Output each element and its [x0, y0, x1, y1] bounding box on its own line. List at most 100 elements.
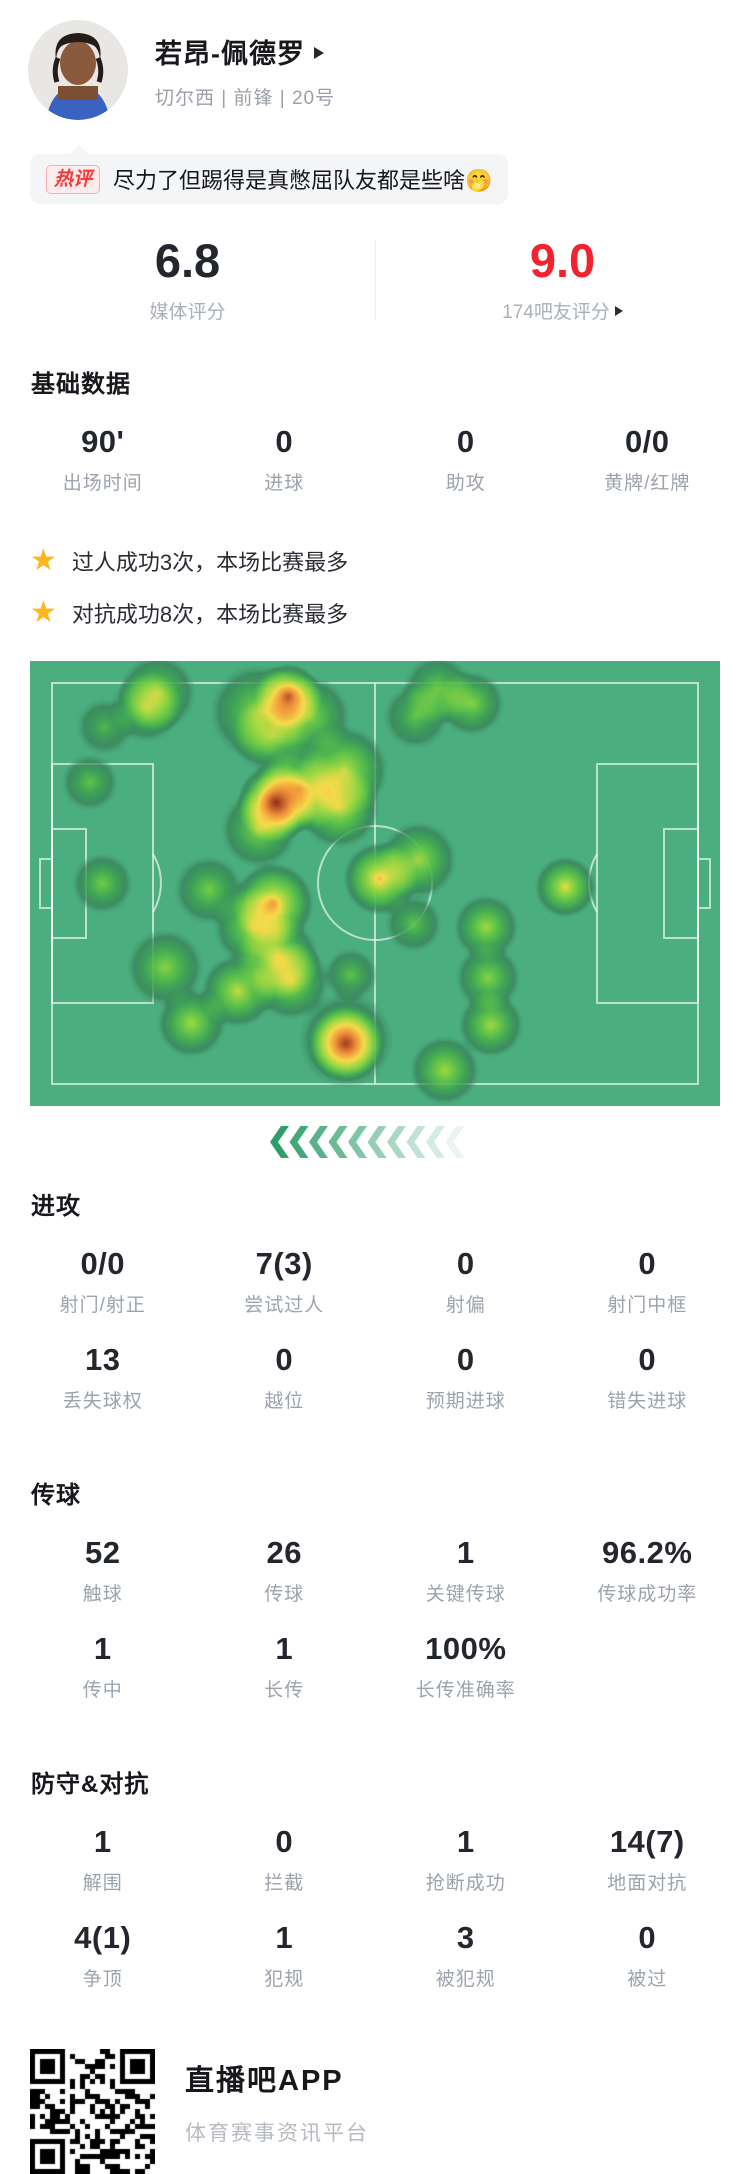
stat-value: 0	[456, 1246, 475, 1282]
player-name: 若昂-佩德罗	[155, 39, 305, 69]
stat-label: 争顶	[82, 1969, 123, 1991]
stat-cell: 90' 出场时间	[12, 424, 194, 495]
stat-cell: 1 解围	[12, 1824, 194, 1895]
stat-label: 拦截	[264, 1873, 305, 1895]
stat-cell: 0 射偏	[375, 1246, 557, 1317]
stat-cell: 0 拦截	[194, 1824, 376, 1895]
stat-cell: 13 丢失球权	[12, 1342, 194, 1413]
stat-value: 1	[275, 1920, 294, 1956]
fans-rating-value: 9.0	[529, 234, 596, 287]
stat-cell: 0 错失进球	[557, 1342, 739, 1413]
media-rating-label: 媒体评分	[0, 297, 375, 324]
defense-rows: 1 解围 0 拦截 1 抢断成功 14(7) 地面对抗 4(1) 争顶 1 犯规 3 被犯规 0 被过	[0, 1824, 750, 1991]
stat-value: 0	[638, 1246, 657, 1282]
stat-label: 丢失球权	[62, 1391, 143, 1413]
media-rating-value: 6.8	[154, 234, 221, 287]
stat-cell: 0 预期进球	[375, 1342, 557, 1413]
stat-cell	[557, 1631, 739, 1702]
stat-cell: 100% 长传准确率	[375, 1631, 557, 1702]
hot-comment[interactable]: 热评 尽力了但踢得是真憋屈队友都是些啥🤭	[30, 145, 509, 204]
stat-value: 0	[275, 424, 294, 460]
fans-rating-label: 174吧友评分	[375, 297, 750, 324]
stat-value: 0/0	[80, 1246, 126, 1282]
stat-cell: 1 抢断成功	[375, 1824, 557, 1895]
stat-value: 14(7)	[609, 1824, 685, 1860]
stat-value: 1	[93, 1824, 112, 1860]
stat-cell: 0 射门中框	[557, 1246, 739, 1317]
hot-comment-text: 尽力了但踢得是真憋屈队友都是些啥🤭	[113, 168, 493, 193]
section-title-attack: 进攻	[31, 1193, 81, 1221]
avatar[interactable]	[28, 20, 128, 120]
highlight-row: ★ 对抗成功8次，本场比赛最多	[30, 597, 750, 629]
stat-value: 0	[456, 1342, 475, 1378]
stat-value: 0	[275, 1342, 294, 1378]
profile-arrow-icon	[314, 46, 324, 59]
player-heatmap	[30, 661, 720, 1107]
stat-value: 3	[456, 1920, 475, 1956]
stat-value: 0	[456, 424, 475, 460]
stat-cell: 26 传球	[194, 1535, 376, 1606]
qr-code-image	[30, 2049, 155, 2174]
section-title-defense: 防守&对抗	[31, 1771, 150, 1799]
player-team-position: 切尔西 | 前锋 | 20号	[155, 88, 336, 109]
highlight-row: ★ 过人成功3次，本场比赛最多	[30, 545, 750, 577]
stat-cell: 4(1) 争顶	[12, 1920, 194, 1991]
fans-rating-label-text: 174吧友评分	[502, 302, 610, 324]
section-title-basic: 基础数据	[31, 371, 131, 399]
fans-rating-arrow-icon	[614, 305, 623, 316]
stat-cell: 7(3) 尝试过人	[194, 1246, 376, 1317]
stat-label: 长传	[264, 1680, 305, 1702]
player-name-row[interactable]: 若昂-佩德罗	[155, 32, 335, 71]
stat-label: 被过	[627, 1969, 668, 1991]
left-chevrons-icon	[270, 1126, 465, 1159]
stat-label: 关键传球	[425, 1584, 506, 1606]
stat-cell: 52 触球	[12, 1535, 194, 1606]
stats-row: 0/0 射门/射正 7(3) 尝试过人 0 射偏 0 射门中框	[0, 1246, 750, 1317]
stat-value: 1	[275, 1631, 294, 1667]
stat-cell: 0/0 黄牌/红牌	[557, 424, 739, 495]
ratings-row: 6.8 媒体评分 9.0 174吧友评分	[0, 236, 750, 324]
stat-value: 1	[93, 1631, 112, 1667]
stat-value: 0/0	[624, 424, 670, 460]
stat-cell: 3 被犯规	[375, 1920, 557, 1991]
highlights: ★ 过人成功3次，本场比赛最多 ★ 对抗成功8次，本场比赛最多	[30, 545, 750, 629]
stat-cell: 1 长传	[194, 1631, 376, 1702]
stat-cell: 0 越位	[194, 1342, 376, 1413]
stat-cell: 0/0 射门/射正	[12, 1246, 194, 1317]
stat-value: 52	[85, 1535, 121, 1571]
stat-cell: 0 进球	[194, 424, 376, 495]
section-title-passing: 传球	[31, 1482, 81, 1510]
stat-label: 地面对抗	[607, 1873, 688, 1895]
stat-label: 犯规	[264, 1969, 305, 1991]
fans-rating[interactable]: 9.0 174吧友评分	[375, 236, 750, 324]
stat-cell: 1 犯规	[194, 1920, 376, 1991]
stat-label: 射偏	[445, 1295, 486, 1317]
star-icon: ★	[30, 596, 57, 630]
stat-label: 长传准确率	[415, 1680, 516, 1702]
stats-row: 4(1) 争顶 1 犯规 3 被犯规 0 被过	[0, 1920, 750, 1991]
stats-row: 52 触球 26 传球 1 关键传球 96.2% 传球成功率	[0, 1535, 750, 1606]
stat-value: 0	[638, 1920, 657, 1956]
stat-label: 黄牌/红牌	[604, 473, 691, 495]
stats-row: 13 丢失球权 0 越位 0 预期进球 0 错失进球	[0, 1342, 750, 1413]
passing-section: 传球 52 触球 26 传球 1 关键传球 96.2% 传球成功率 1 传中 1 长传 100% 长传准确…	[0, 1475, 750, 1702]
media-rating: 6.8 媒体评分	[0, 236, 375, 324]
stat-label: 尝试过人	[244, 1295, 325, 1317]
stat-value: 1	[456, 1824, 475, 1860]
stat-cell: 14(7) 地面对抗	[557, 1824, 739, 1895]
stat-label: 抢断成功	[425, 1873, 506, 1895]
stat-label: 传球成功率	[597, 1584, 698, 1606]
stat-value: 13	[85, 1342, 121, 1378]
basic-data-rows: 90' 出场时间 0 进球 0 助攻 0/0 黄牌/红牌	[0, 424, 750, 495]
stat-value: 90'	[81, 424, 125, 460]
stat-label: 射门/射正	[59, 1295, 146, 1317]
stat-value: 26	[266, 1535, 302, 1571]
stat-value: 96.2%	[602, 1535, 693, 1571]
stat-label: 助攻	[445, 473, 486, 495]
app-name: 直播吧APP	[185, 2065, 344, 2098]
star-icon: ★	[30, 544, 57, 578]
media-rating-label-text: 媒体评分	[149, 302, 226, 324]
stat-label: 预期进球	[425, 1391, 506, 1413]
stat-label: 进球	[264, 473, 305, 495]
stat-value: 1	[456, 1535, 475, 1571]
